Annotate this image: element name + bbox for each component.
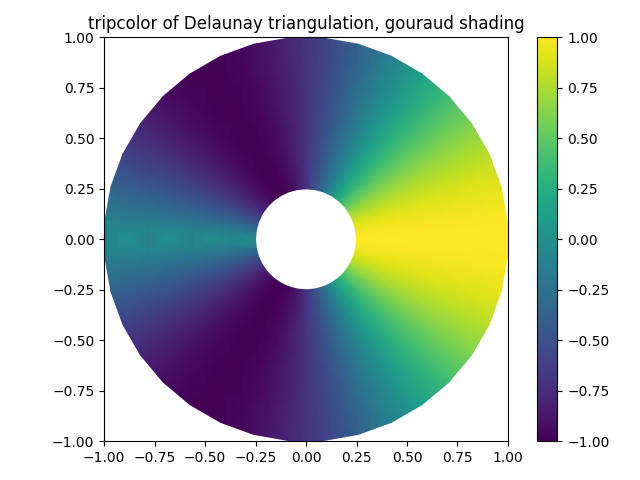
Title: tripcolor of Delaunay triangulation, gouraud shading: tripcolor of Delaunay triangulation, gou… [88, 15, 524, 33]
